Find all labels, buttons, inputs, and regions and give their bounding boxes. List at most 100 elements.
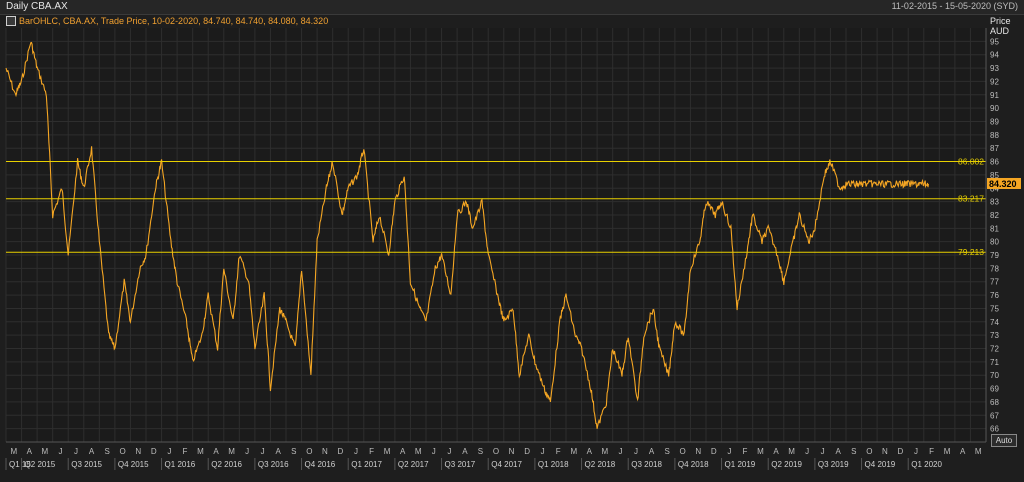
auto-scale-button[interactable]: Auto — [991, 434, 1017, 447]
x-quarter-label: Q4 2018 — [678, 460, 709, 469]
x-month-label: D — [524, 447, 530, 456]
y-tick-label: 79 — [990, 251, 999, 260]
x-month-label: J — [727, 447, 731, 456]
x-quarter-label: Q3 2015 — [71, 460, 102, 469]
y-tick-label: 73 — [990, 331, 999, 340]
y-tick-label: 91 — [990, 91, 999, 100]
x-month-label: A — [400, 447, 406, 456]
x-month-label: J — [914, 447, 918, 456]
y-tick-label: 71 — [990, 358, 999, 367]
x-month-label: A — [587, 447, 593, 456]
y-tick-label: 86 — [990, 158, 999, 167]
y-tick-label: 68 — [990, 398, 999, 407]
x-month-label: N — [509, 447, 515, 456]
x-quarter-label: Q3 2018 — [631, 460, 662, 469]
title-bar: Daily CBA.AX 11-02-2015 - 15-05-2020 (SY… — [0, 0, 1024, 15]
x-month-label: F — [182, 447, 187, 456]
x-month-label: M — [757, 447, 764, 456]
legend-toggle-icon[interactable] — [6, 16, 16, 26]
x-quarter-label: Q1 2018 — [538, 460, 569, 469]
x-month-label: D — [898, 447, 904, 456]
chart-title: Daily CBA.AX — [6, 1, 68, 12]
x-month-label: S — [291, 447, 296, 456]
x-month-label: J — [261, 447, 265, 456]
x-month-label: A — [276, 447, 282, 456]
y-tick-label: 70 — [990, 371, 999, 380]
x-quarter-label: Q1 2017 — [351, 460, 382, 469]
price-axis-label-line1: Price — [990, 16, 1011, 26]
price-axis-label: Price AUD — [990, 16, 1011, 36]
x-month-label: A — [89, 447, 95, 456]
x-quarter-label: Q2 2015 — [25, 460, 56, 469]
x-month-label: A — [27, 447, 33, 456]
y-tick-label: 95 — [990, 37, 999, 46]
x-month-label: J — [74, 447, 78, 456]
y-tick-label: 90 — [990, 104, 999, 113]
x-month-label: M — [788, 447, 795, 456]
x-month-label: J — [541, 447, 545, 456]
y-tick-label: 89 — [990, 117, 999, 126]
x-month-label: O — [120, 447, 126, 456]
legend-text: BarOHLC, CBA.AX, Trade Price, 10-02-2020… — [19, 16, 329, 26]
plot-area — [6, 28, 986, 442]
x-month-label: J — [634, 447, 638, 456]
x-month-label: D — [711, 447, 717, 456]
x-month-label: A — [836, 447, 842, 456]
x-quarter-label: Q3 2017 — [445, 460, 476, 469]
x-month-label: M — [197, 447, 204, 456]
x-month-label: M — [602, 447, 609, 456]
x-quarter-label: Q2 2017 — [398, 460, 429, 469]
x-month-label: J — [821, 447, 825, 456]
last-price-badge — [987, 177, 1021, 189]
x-month-label: A — [462, 447, 468, 456]
x-quarter-label: Q3 2019 — [818, 460, 849, 469]
x-quarter-label: Q4 2015 — [118, 460, 149, 469]
x-quarter-label: Q4 2017 — [491, 460, 522, 469]
y-tick-label: 83 — [990, 198, 999, 207]
x-month-label: J — [354, 447, 358, 456]
y-tick-label: 77 — [990, 278, 999, 287]
x-month-label: M — [10, 447, 17, 456]
x-month-label: S — [478, 447, 483, 456]
x-month-label: O — [680, 447, 686, 456]
x-month-label: N — [882, 447, 888, 456]
x-month-label: J — [245, 447, 249, 456]
x-quarter-label: Q1 2016 — [165, 460, 196, 469]
y-tick-label: 94 — [990, 51, 999, 60]
x-month-label: J — [58, 447, 62, 456]
y-tick-label: 87 — [990, 144, 999, 153]
x-quarter-label: Q1 2019 — [725, 460, 756, 469]
y-tick-label: 81 — [990, 224, 999, 233]
date-range: 11-02-2015 - 15-05-2020 (SYD) — [891, 1, 1018, 11]
x-month-label: F — [742, 447, 747, 456]
x-month-label: J — [167, 447, 171, 456]
x-month-label: M — [228, 447, 235, 456]
x-quarter-label: Q2 2018 — [585, 460, 616, 469]
x-month-label: M — [415, 447, 422, 456]
x-month-label: J — [447, 447, 451, 456]
x-quarter-label: Q4 2019 — [865, 460, 896, 469]
x-month-label: J — [618, 447, 622, 456]
x-month-label: M — [42, 447, 49, 456]
y-tick-label: 78 — [990, 264, 999, 273]
x-month-label: M — [570, 447, 577, 456]
x-month-label: F — [369, 447, 374, 456]
series-legend[interactable]: BarOHLC, CBA.AX, Trade Price, 10-02-2020… — [6, 16, 328, 26]
x-month-label: O — [306, 447, 312, 456]
x-month-label: A — [649, 447, 655, 456]
x-month-label: D — [151, 447, 157, 456]
x-quarter-label: Q1 2020 — [911, 460, 942, 469]
x-month-label: F — [929, 447, 934, 456]
x-month-label: S — [664, 447, 669, 456]
x-month-label: N — [135, 447, 141, 456]
x-month-label: O — [866, 447, 872, 456]
x-month-label: A — [213, 447, 219, 456]
y-tick-label: 80 — [990, 238, 999, 247]
x-month-label: N — [695, 447, 701, 456]
y-tick-label: 69 — [990, 385, 999, 394]
x-quarter-label: Q2 2016 — [211, 460, 242, 469]
price-series-line — [5, 41, 929, 429]
y-tick-label: 67 — [990, 411, 999, 420]
